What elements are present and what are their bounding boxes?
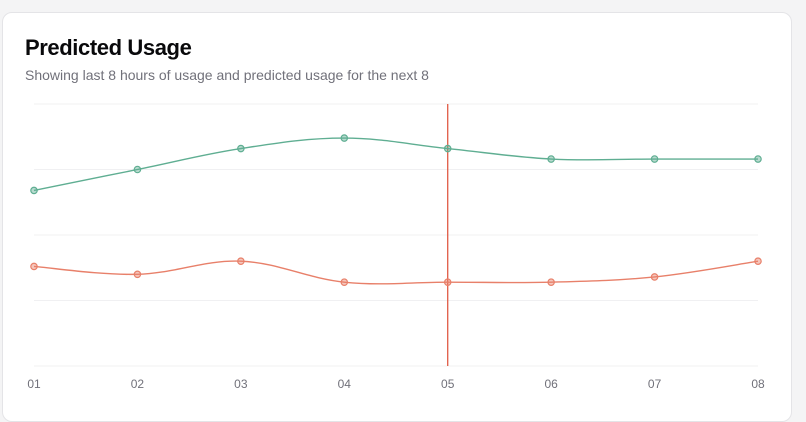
data-point [133, 270, 142, 279]
grid-lines [34, 103, 758, 367]
x-tick-label: 05 [441, 377, 455, 391]
data-point [133, 165, 142, 174]
data-point [650, 155, 659, 163]
data-point [340, 134, 349, 142]
series-lines [33, 137, 759, 285]
series-line-1 [33, 137, 758, 192]
series-line-2 [33, 260, 759, 285]
data-point [754, 155, 762, 163]
chart-subtitle: Showing last 8 hours of usage and predic… [25, 67, 429, 83]
x-tick-label: 04 [338, 377, 352, 391]
data-point [340, 278, 349, 286]
x-tick-label: 06 [544, 377, 558, 391]
predicted-usage-card: Predicted Usage Showing last 8 hours of … [2, 12, 792, 422]
x-tick-label: 07 [648, 377, 662, 391]
data-points [30, 134, 762, 286]
data-point [237, 257, 245, 266]
x-axis-ticks: 01 02 03 04 05 06 07 08 [27, 377, 765, 391]
data-point [30, 186, 38, 195]
data-point [650, 273, 659, 281]
data-point [443, 144, 452, 153]
data-point [754, 257, 762, 266]
data-point [547, 155, 555, 163]
x-tick-label: 02 [131, 377, 145, 391]
chart-title: Predicted Usage [25, 35, 192, 60]
data-point [30, 262, 38, 271]
x-tick-label: 08 [751, 377, 765, 391]
x-tick-label: 01 [27, 377, 41, 391]
x-tick-label: 03 [234, 377, 248, 391]
data-point [547, 278, 555, 286]
data-point [237, 144, 245, 153]
data-point [443, 278, 452, 286]
